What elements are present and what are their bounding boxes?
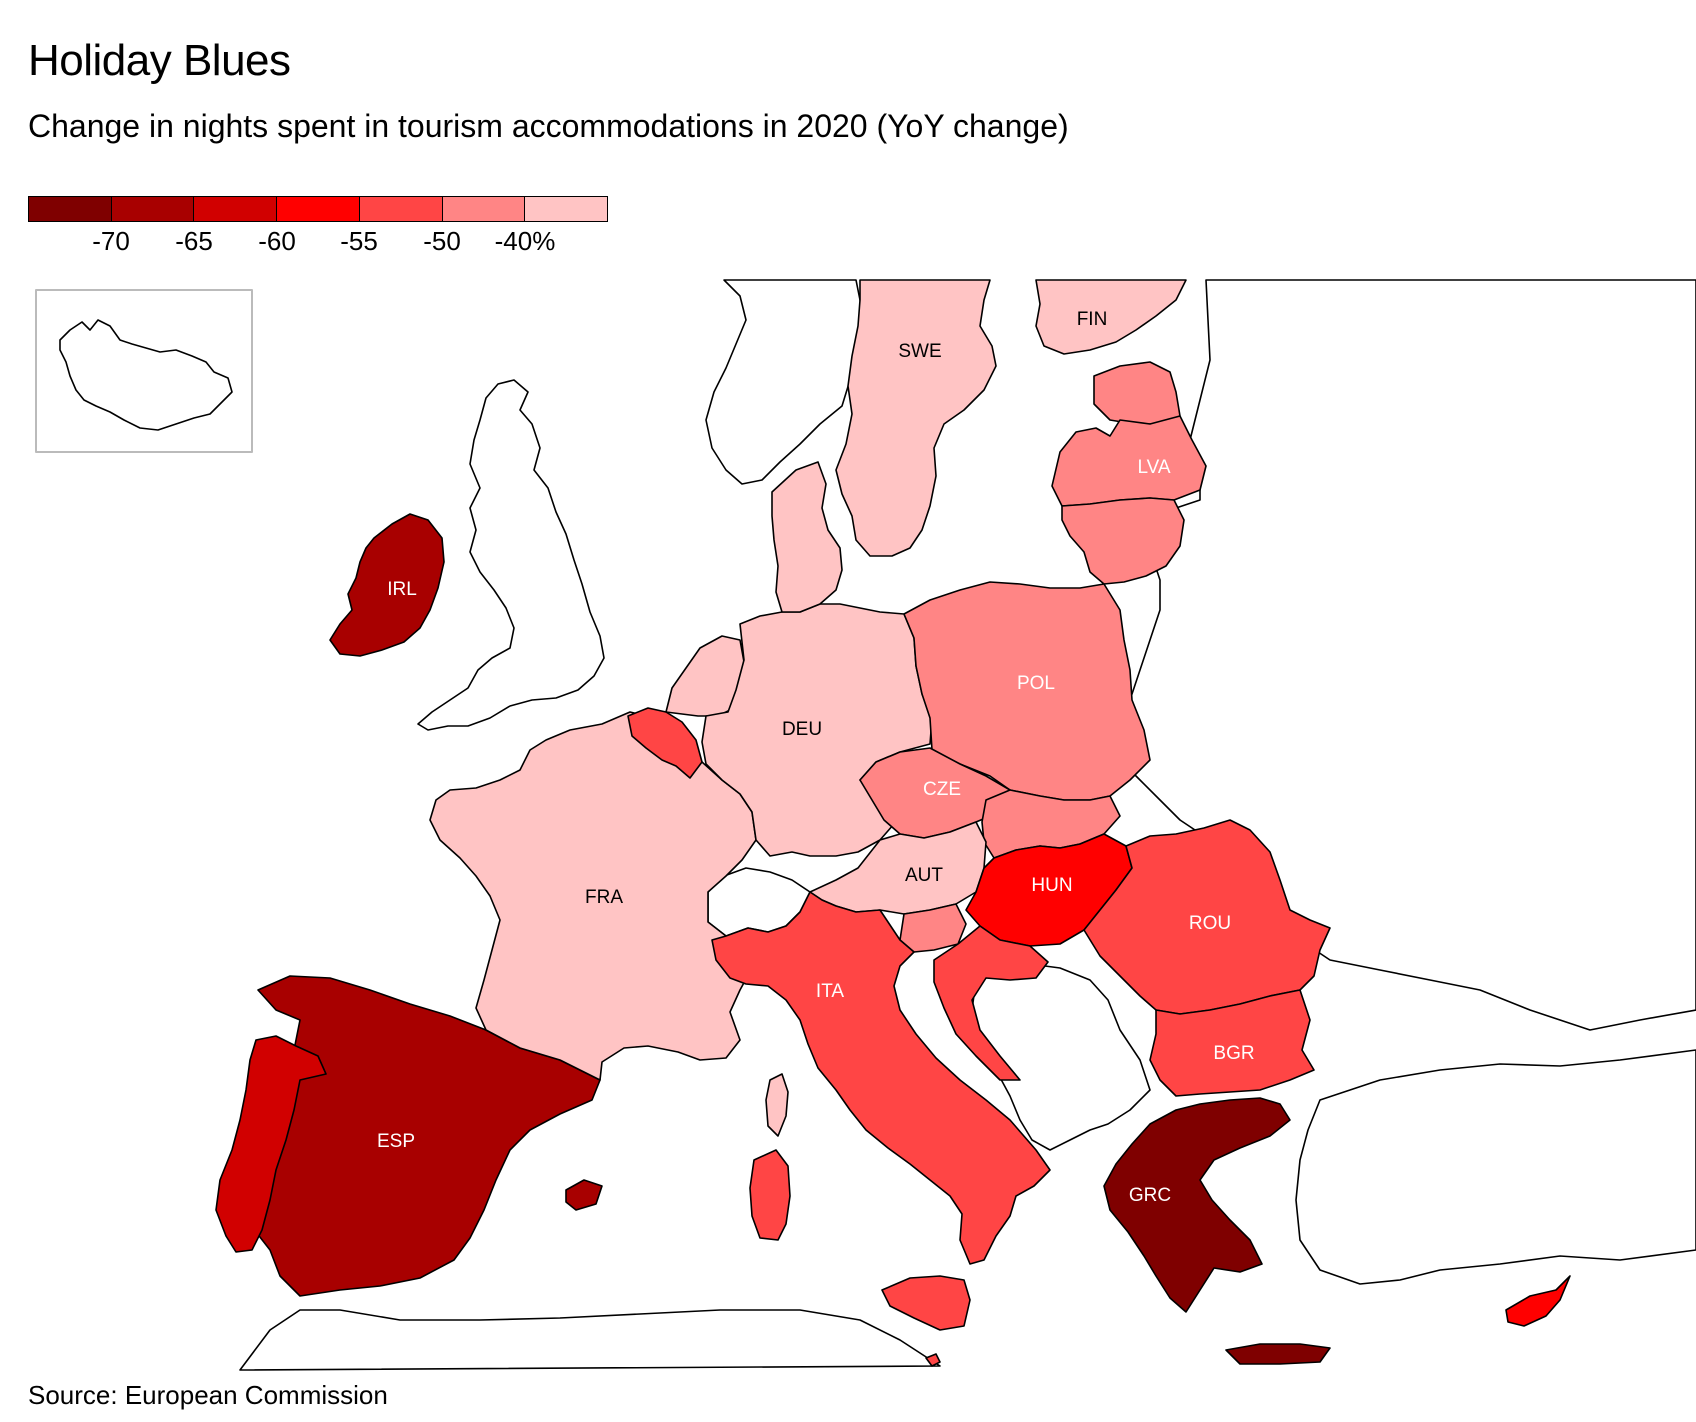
country-HRV bbox=[933, 925, 1049, 1081]
legend-swatch bbox=[442, 197, 526, 221]
russia-belarus-ukraine-shape bbox=[1119, 279, 1696, 1031]
country-SWE bbox=[835, 279, 997, 557]
country-label-BGR: BGR bbox=[1213, 1043, 1254, 1064]
country-ITA bbox=[711, 891, 1051, 1265]
legend-tick: -40% bbox=[494, 226, 556, 256]
country-label-ESP: ESP bbox=[377, 1131, 415, 1152]
legend-tick: -60 bbox=[258, 226, 296, 256]
legend-tick: -55 bbox=[340, 226, 378, 256]
country-label-FIN: FIN bbox=[1077, 309, 1108, 330]
legend-swatch bbox=[194, 197, 278, 221]
country-label-POL: POL bbox=[1017, 673, 1055, 694]
country-label-AUT: AUT bbox=[905, 865, 943, 886]
country-label-LVA: LVA bbox=[1137, 457, 1170, 478]
country-GRC-crete bbox=[1225, 1343, 1331, 1365]
country-label-CZE: CZE bbox=[923, 779, 961, 800]
legend-bar bbox=[28, 196, 608, 222]
country-label-GRC: GRC bbox=[1129, 1185, 1171, 1206]
north-africa-shape bbox=[239, 1309, 941, 1371]
country-DNK bbox=[771, 461, 843, 613]
legend-tick: -65 bbox=[175, 226, 213, 256]
country-labels: IRL ESP FRA DEU SWE FIN LVA POL CZE AUT … bbox=[377, 309, 1255, 1206]
legend-swatch bbox=[359, 197, 443, 221]
source-note: Source: European Commission bbox=[28, 1380, 388, 1410]
country-label-SWE: SWE bbox=[898, 341, 941, 362]
country-ESP-balearics bbox=[565, 1179, 603, 1211]
chart-title: Holiday Blues bbox=[28, 36, 291, 85]
chart-subtitle: Change in nights spent in tourism accomm… bbox=[28, 108, 1069, 144]
country-label-ITA: ITA bbox=[816, 981, 844, 1002]
country-BGR bbox=[1149, 989, 1315, 1097]
country-GRC bbox=[1103, 1097, 1291, 1313]
color-legend: -70 -65 -60 -55 -50 -40% bbox=[28, 196, 608, 256]
country-label-ROU: ROU bbox=[1189, 913, 1231, 934]
country-IRL bbox=[329, 513, 445, 657]
country-label-HUN: HUN bbox=[1031, 875, 1072, 896]
legend-swatch bbox=[111, 197, 195, 221]
country-label-IRL: IRL bbox=[387, 579, 417, 600]
country-EST bbox=[1093, 361, 1181, 425]
legend-swatch bbox=[525, 197, 608, 221]
country-CYP bbox=[1505, 1275, 1571, 1327]
country-POL bbox=[903, 581, 1151, 801]
country-FRA-corsica bbox=[765, 1073, 789, 1137]
iceland-shape bbox=[59, 319, 233, 431]
legend-swatch bbox=[277, 197, 360, 221]
legend-tick: -70 bbox=[92, 226, 130, 256]
legend-tick: -50 bbox=[423, 226, 461, 256]
country-LTU bbox=[1061, 497, 1185, 585]
country-FIN bbox=[1035, 279, 1187, 355]
country-ITA-sicily bbox=[881, 1275, 971, 1331]
country-PRT bbox=[215, 1035, 327, 1253]
turkey-shape bbox=[1295, 1049, 1696, 1285]
legend-swatch bbox=[29, 197, 112, 221]
country-label-FRA: FRA bbox=[585, 887, 623, 908]
legend-ticks: -70 -65 -60 -55 -50 -40% bbox=[28, 222, 608, 256]
country-MLT bbox=[925, 1353, 941, 1367]
country-label-DEU: DEU bbox=[782, 719, 822, 740]
country-BEL bbox=[627, 707, 703, 779]
country-LVA bbox=[1051, 415, 1207, 507]
country-ITA-sardinia bbox=[749, 1149, 791, 1241]
great-britain-shape bbox=[417, 379, 605, 731]
